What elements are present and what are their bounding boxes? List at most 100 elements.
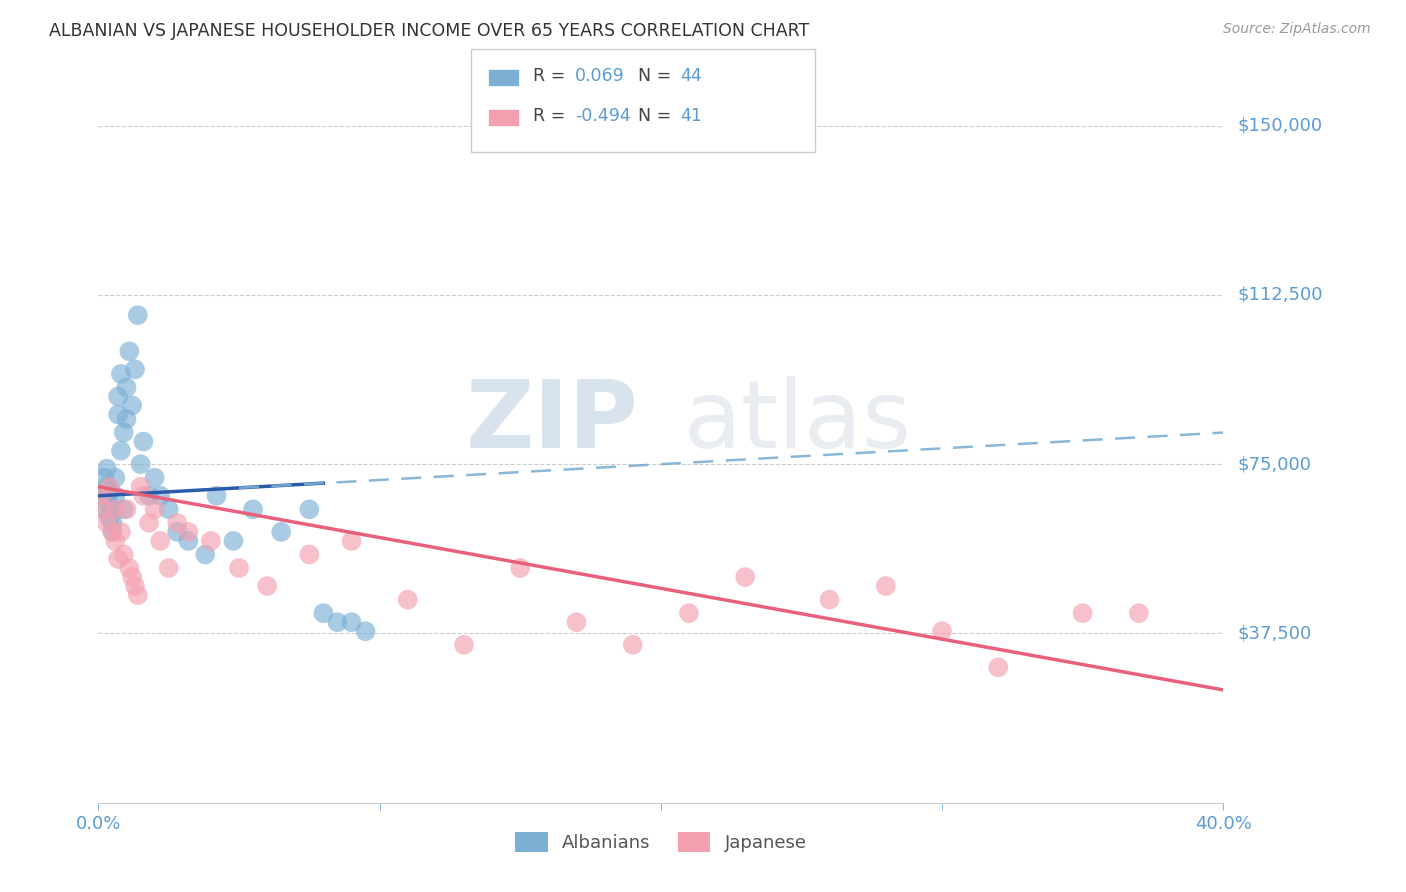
Point [149,533,172,548]
Point [340,615,363,630]
Point [326,615,349,630]
Point [298,548,321,562]
Point [242,502,264,516]
Point [110,443,132,458]
Point [118,344,141,359]
Point [166,524,188,539]
Point [98,511,121,525]
Point [312,606,335,620]
Point [101,502,124,516]
Point [987,660,1010,674]
Point [298,502,321,516]
Text: N =: N = [638,67,678,85]
Point [132,434,155,449]
Point [157,502,180,516]
Point [129,457,152,471]
Point [107,552,129,566]
Point [565,615,588,630]
Point [98,484,121,499]
Text: Source: ZipAtlas.com: Source: ZipAtlas.com [1223,22,1371,37]
Y-axis label: Householder Income Over 65 years: Householder Income Over 65 years [0,301,7,573]
Point [96,489,118,503]
Point [200,533,222,548]
Point [222,533,245,548]
Point [143,471,166,485]
Point [93,502,115,516]
Point [104,489,127,503]
Point [110,524,132,539]
Point [121,399,143,413]
Text: $37,500: $37,500 [1237,624,1312,642]
Point [818,592,841,607]
Text: 41: 41 [681,107,703,125]
Point [270,524,292,539]
Point [678,606,700,620]
Text: $75,000: $75,000 [1237,455,1312,473]
Point [124,362,146,376]
Point [112,548,135,562]
Point [115,412,138,426]
Point [101,516,124,530]
Point [138,516,160,530]
Point [115,380,138,394]
Point [107,389,129,403]
Point [453,638,475,652]
Point [143,502,166,516]
Point [127,588,149,602]
Point [354,624,377,639]
Point [96,461,118,475]
Point [138,489,160,503]
Point [396,592,419,607]
Point [107,408,129,422]
Point [101,524,124,539]
Point [1071,606,1094,620]
Text: 0.069: 0.069 [575,67,624,85]
Point [90,489,112,503]
Legend: Albanians, Japanese: Albanians, Japanese [508,824,814,860]
Point [166,516,188,530]
Point [112,502,135,516]
Text: $150,000: $150,000 [1237,117,1322,135]
Point [875,579,897,593]
Point [90,489,112,503]
Point [121,570,143,584]
Point [98,480,121,494]
Text: R =: R = [533,67,571,85]
Point [127,308,149,322]
Point [101,524,124,539]
Point [96,480,118,494]
Point [177,533,200,548]
Text: R =: R = [533,107,571,125]
Point [194,548,217,562]
Point [1128,606,1150,620]
Point [205,489,228,503]
Point [104,471,127,485]
Point [621,638,644,652]
Point [98,498,121,512]
Point [340,533,363,548]
Point [157,561,180,575]
Point [110,367,132,381]
Text: ZIP: ZIP [465,376,638,468]
Point [115,502,138,516]
Text: N =: N = [638,107,678,125]
Point [149,489,172,503]
Point [734,570,756,584]
Point [228,561,250,575]
Point [104,533,127,548]
Point [124,579,146,593]
Point [93,502,115,516]
Point [112,425,135,440]
Point [132,489,155,503]
Text: $112,500: $112,500 [1237,285,1323,304]
Point [93,471,115,485]
Point [96,516,118,530]
Text: ALBANIAN VS JAPANESE HOUSEHOLDER INCOME OVER 65 YEARS CORRELATION CHART: ALBANIAN VS JAPANESE HOUSEHOLDER INCOME … [49,22,810,40]
Point [931,624,953,639]
Text: -0.494: -0.494 [575,107,631,125]
Point [509,561,531,575]
Text: 44: 44 [681,67,702,85]
Text: atlas: atlas [683,376,911,468]
Point [129,480,152,494]
Point [104,502,127,516]
